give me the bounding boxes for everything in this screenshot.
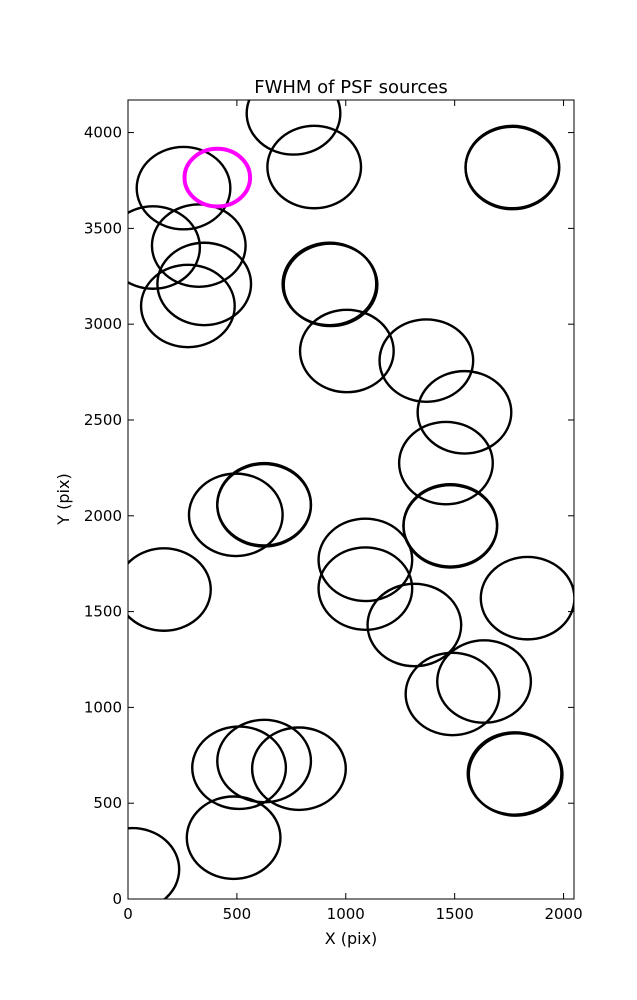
y-axis: 0 500 1000 1500 2000 2500 3000 3500 4000 bbox=[84, 124, 574, 908]
source-circle bbox=[139, 263, 236, 349]
x-tick-label: 1000 bbox=[327, 905, 365, 923]
source-circle bbox=[404, 651, 501, 737]
source-circle bbox=[128, 826, 181, 899]
y-tick-label: 1000 bbox=[84, 698, 122, 716]
x-tick-label: 500 bbox=[223, 905, 252, 923]
plot-area bbox=[128, 100, 574, 899]
source-circle bbox=[416, 369, 513, 455]
source-circle bbox=[397, 420, 494, 506]
plot-frame bbox=[127, 99, 575, 900]
highlighted-source-circle bbox=[182, 146, 253, 209]
source-circle bbox=[185, 795, 282, 881]
x-tick-label: 1500 bbox=[436, 905, 474, 923]
source-circle bbox=[128, 547, 212, 632]
source-circle bbox=[156, 241, 253, 327]
y-axis-label: Y (pix) bbox=[54, 473, 73, 525]
source-circle bbox=[317, 546, 414, 631]
x-axis-label: X (pix) bbox=[325, 929, 378, 948]
source-circle bbox=[245, 100, 342, 156]
y-tick-label: 4000 bbox=[84, 124, 122, 142]
source-circle bbox=[464, 125, 561, 211]
y-tick-label: 2000 bbox=[84, 507, 122, 525]
x-tick-label: 2000 bbox=[544, 905, 582, 923]
x-axis: 0 500 1000 1500 2000 bbox=[123, 100, 583, 923]
source-circle bbox=[135, 145, 232, 231]
source-circle bbox=[282, 242, 379, 328]
x-tick-label: 0 bbox=[123, 905, 133, 923]
source-circle bbox=[191, 725, 288, 811]
y-tick-label: 2500 bbox=[84, 411, 122, 429]
source-circle bbox=[216, 462, 313, 548]
source-circle bbox=[436, 639, 533, 724]
source-circle bbox=[250, 726, 347, 812]
source-circle bbox=[150, 203, 247, 289]
y-tick-label: 3500 bbox=[84, 219, 122, 237]
y-tick-label: 0 bbox=[112, 890, 122, 908]
source-circle bbox=[467, 732, 564, 817]
source-circle bbox=[366, 582, 463, 668]
source-circle bbox=[266, 124, 363, 210]
source-circle bbox=[378, 318, 475, 403]
source-circle bbox=[298, 308, 395, 394]
source-circle bbox=[317, 517, 414, 603]
source-circle bbox=[187, 472, 284, 558]
y-tick-label: 1500 bbox=[84, 603, 122, 621]
y-tick-label: 500 bbox=[93, 794, 122, 812]
source-circle bbox=[402, 483, 499, 569]
y-tick-label: 3000 bbox=[84, 315, 122, 333]
chart-title: FWHM of PSF sources bbox=[254, 77, 448, 98]
source-circle bbox=[479, 555, 574, 641]
source-circle bbox=[128, 205, 202, 290]
